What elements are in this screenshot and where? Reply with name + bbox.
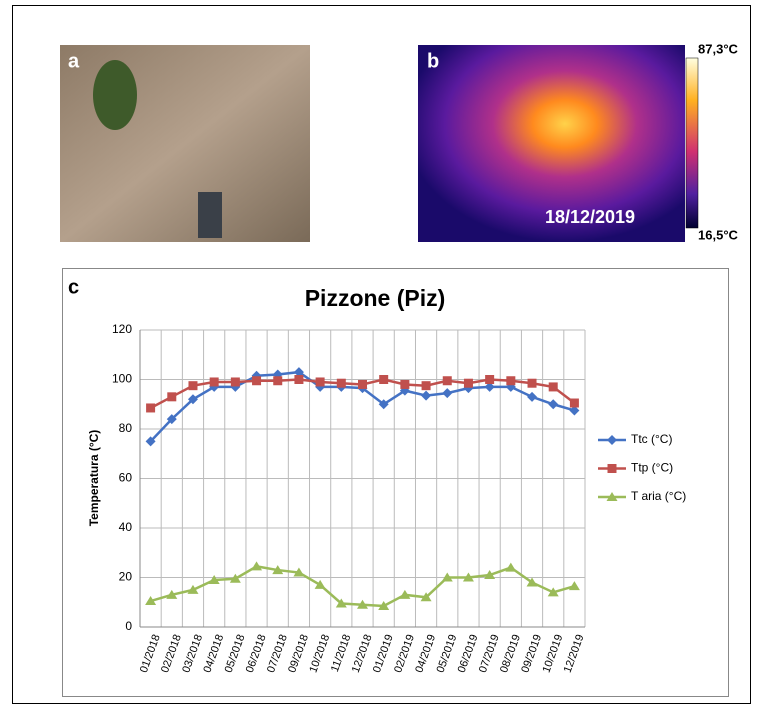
marker <box>379 375 389 384</box>
y-tick-label: 20 <box>119 570 133 584</box>
marker <box>167 392 177 402</box>
marker <box>462 572 474 582</box>
marker <box>548 382 558 392</box>
chart-box <box>62 268 729 697</box>
legend-marker <box>606 492 618 501</box>
marker <box>485 375 495 384</box>
marker <box>273 376 283 386</box>
marker <box>145 596 157 606</box>
marker <box>293 567 305 577</box>
panel-label: c <box>68 276 79 298</box>
y-tick-label: 80 <box>119 421 133 435</box>
marker <box>420 592 432 602</box>
marker <box>209 377 219 387</box>
marker <box>484 570 496 580</box>
y-tick-label: 120 <box>112 322 132 336</box>
legend-marker <box>607 435 617 445</box>
marker <box>272 565 284 575</box>
thermometer <box>198 192 222 238</box>
marker <box>506 376 516 386</box>
y-tick-label: 40 <box>119 520 133 534</box>
marker <box>378 600 390 610</box>
marker <box>252 376 262 386</box>
marker <box>166 589 178 599</box>
marker <box>314 579 326 589</box>
marker <box>484 381 495 392</box>
marker <box>547 587 559 597</box>
marker <box>421 390 432 401</box>
marker <box>441 572 453 582</box>
marker <box>505 562 517 572</box>
marker <box>399 589 411 599</box>
marker <box>145 436 156 447</box>
photo-b <box>418 45 685 242</box>
marker <box>187 584 199 594</box>
y-axis-label: Temperatura (°C) <box>87 430 101 527</box>
marker <box>294 375 304 384</box>
marker <box>293 367 304 378</box>
y-tick-label: 60 <box>119 471 133 485</box>
legend-label: T aria (°C) <box>631 489 686 503</box>
legend-label: Ttp (°C) <box>631 461 673 475</box>
marker <box>357 599 368 609</box>
marker <box>229 573 241 583</box>
y-tick-label: 100 <box>112 372 132 386</box>
marker <box>442 376 452 386</box>
marker <box>358 379 367 389</box>
color-scale <box>685 57 699 229</box>
marker <box>568 581 580 591</box>
marker <box>315 377 325 387</box>
marker <box>336 378 346 388</box>
date: 18/12/2019 <box>545 207 635 227</box>
panel-label: b <box>427 50 439 72</box>
marker <box>208 574 220 584</box>
legend-marker <box>607 464 617 473</box>
scale-max: 87,3°C <box>698 41 739 56</box>
marker <box>335 598 347 608</box>
frame <box>12 5 751 704</box>
plant <box>93 60 137 130</box>
marker <box>166 414 177 425</box>
marker <box>527 391 538 402</box>
marker <box>442 388 453 399</box>
marker <box>251 561 263 571</box>
marker <box>146 403 156 413</box>
marker <box>569 398 579 408</box>
scale-min: 16,5°C <box>698 227 739 242</box>
marker <box>463 378 473 388</box>
marker <box>230 377 240 387</box>
panel-label: a <box>68 50 80 72</box>
marker <box>527 378 537 388</box>
marker <box>421 381 431 391</box>
marker <box>526 577 538 587</box>
marker <box>378 399 389 410</box>
marker <box>400 379 410 389</box>
chart-title: Pizzone (Piz) <box>305 285 446 311</box>
marker <box>187 394 198 405</box>
marker <box>569 405 580 416</box>
marker <box>548 399 559 410</box>
legend-label: Ttc (°C) <box>631 432 672 446</box>
y-tick-label: 0 <box>125 619 132 633</box>
marker <box>188 381 198 391</box>
